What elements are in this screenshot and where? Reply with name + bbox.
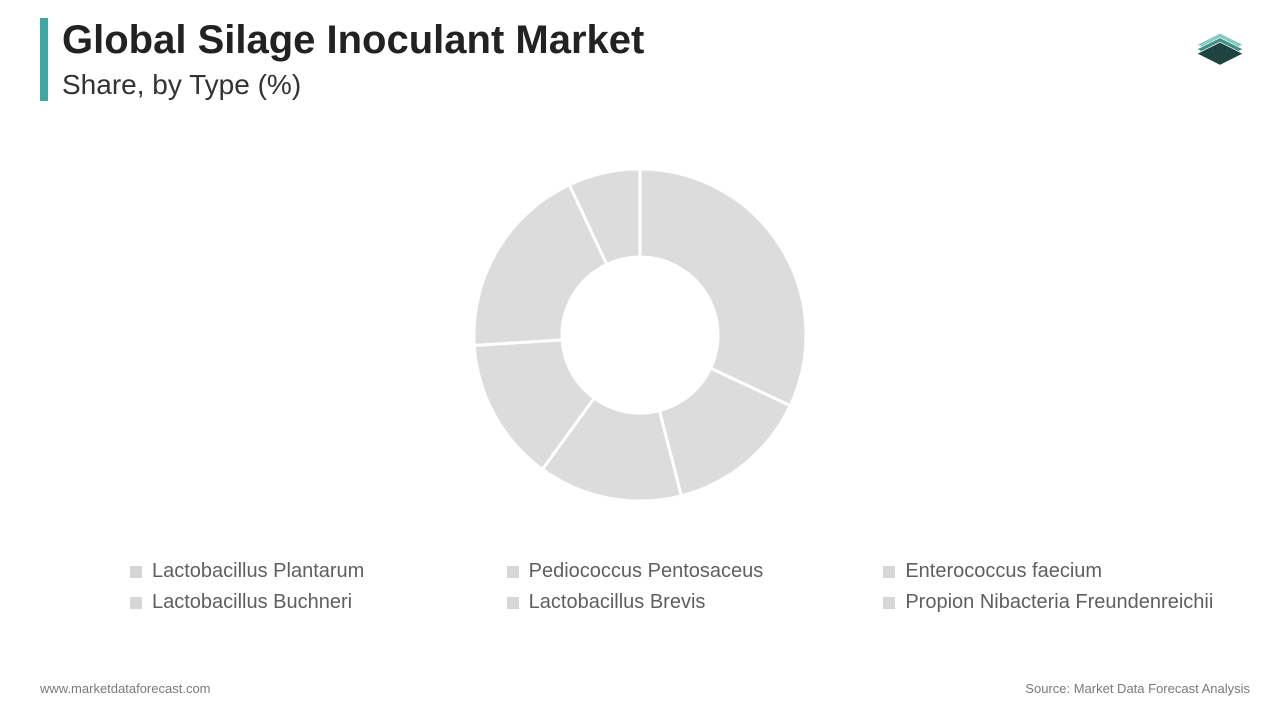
- header-block: Global Silage Inoculant Market Share, by…: [40, 18, 644, 101]
- legend-item: Lactobacillus Brevis: [507, 591, 864, 614]
- legend-swatch: [883, 597, 895, 609]
- brand-logo: [1188, 14, 1252, 78]
- legend-swatch: [130, 566, 142, 578]
- legend-label: Lactobacillus Plantarum: [152, 560, 364, 583]
- legend-item: Lactobacillus Plantarum: [130, 560, 487, 583]
- legend-label: Lactobacillus Brevis: [529, 591, 706, 614]
- legend-swatch: [130, 597, 142, 609]
- footer-url: www.marketdataforecast.com: [40, 681, 211, 696]
- legend-label: Propion Nibacteria Freundenreichii: [905, 591, 1213, 614]
- legend-item: Pediococcus Pentosaceus: [507, 560, 864, 583]
- layers-icon: [1188, 14, 1252, 78]
- donut-svg: [460, 155, 820, 515]
- legend-swatch: [507, 566, 519, 578]
- legend: Lactobacillus Plantarum Pediococcus Pento…: [130, 560, 1240, 614]
- legend-item: Lactobacillus Buchneri: [130, 591, 487, 614]
- legend-label: Enterococcus faecium: [905, 560, 1102, 583]
- legend-item: Propion Nibacteria Freundenreichii: [883, 591, 1240, 614]
- legend-swatch: [883, 566, 895, 578]
- page: Global Silage Inoculant Market Share, by…: [0, 0, 1280, 720]
- legend-item: Enterococcus faecium: [883, 560, 1240, 583]
- donut-chart: [0, 155, 1280, 515]
- page-title: Global Silage Inoculant Market: [62, 18, 644, 63]
- legend-label: Pediococcus Pentosaceus: [529, 560, 764, 583]
- legend-label: Lactobacillus Buchneri: [152, 591, 352, 614]
- page-subtitle: Share, by Type (%): [62, 69, 644, 101]
- donut-slice: [640, 169, 806, 406]
- legend-swatch: [507, 597, 519, 609]
- footer-source: Source: Market Data Forecast Analysis: [1025, 681, 1250, 696]
